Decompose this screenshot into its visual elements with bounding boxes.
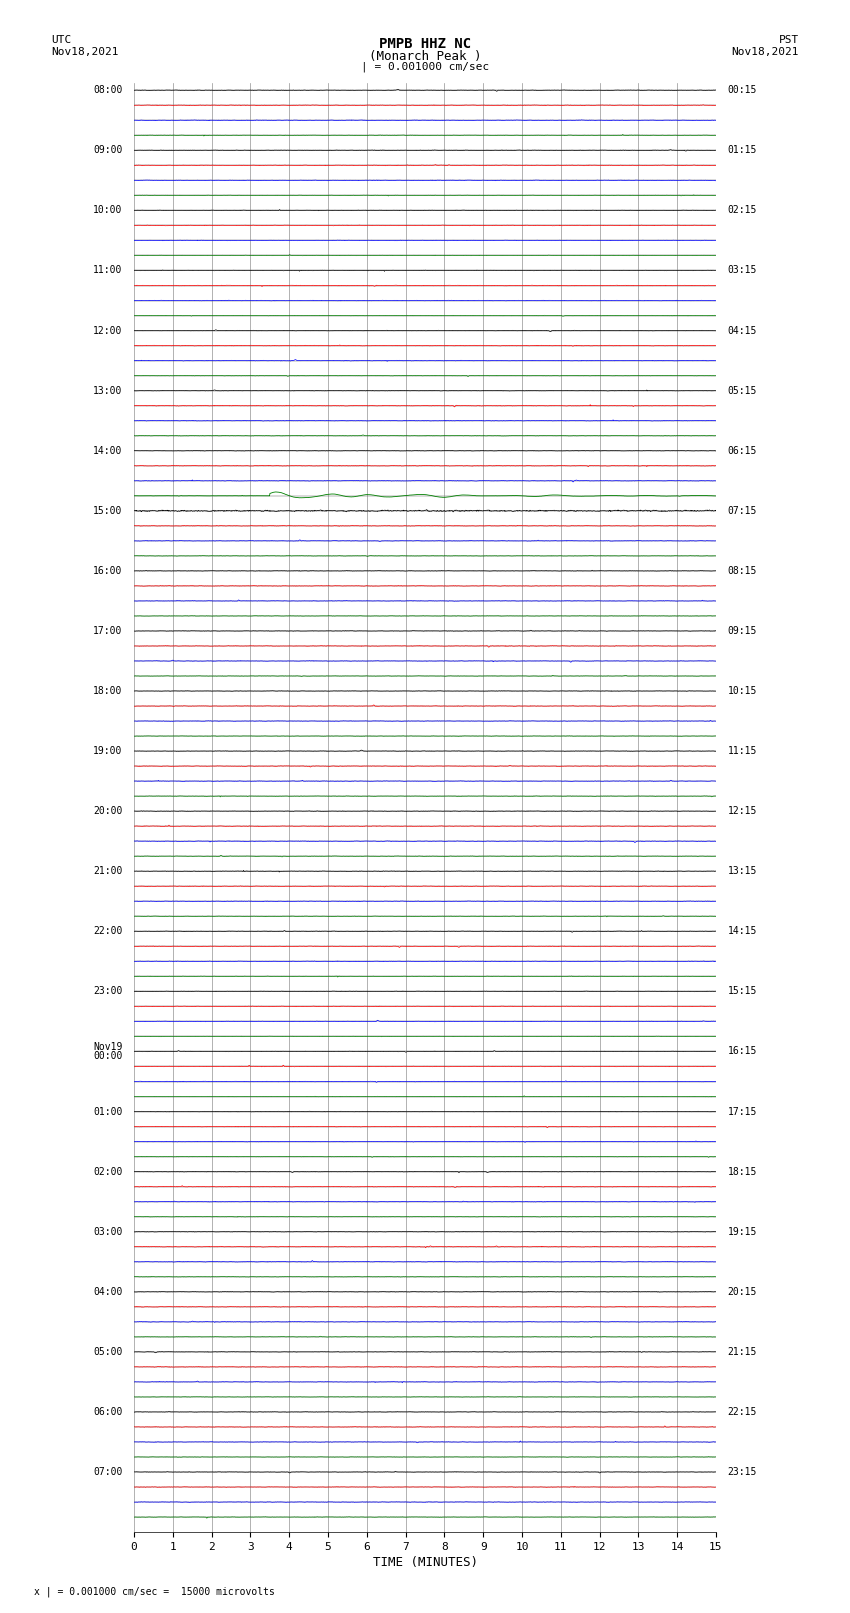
Text: 05:00: 05:00 (93, 1347, 122, 1357)
Text: 00:15: 00:15 (728, 85, 757, 95)
Text: 07:00: 07:00 (93, 1466, 122, 1478)
Text: 02:00: 02:00 (93, 1166, 122, 1176)
Text: 04:00: 04:00 (93, 1287, 122, 1297)
Text: 14:00: 14:00 (93, 445, 122, 456)
Text: 16:00: 16:00 (93, 566, 122, 576)
Text: 08:15: 08:15 (728, 566, 757, 576)
Text: UTC: UTC (51, 35, 71, 45)
Text: 17:00: 17:00 (93, 626, 122, 636)
Text: 15:15: 15:15 (728, 987, 757, 997)
Text: 20:00: 20:00 (93, 806, 122, 816)
Text: PST: PST (779, 35, 799, 45)
Text: 00:00: 00:00 (93, 1052, 122, 1061)
Text: 12:00: 12:00 (93, 326, 122, 336)
Text: 08:00: 08:00 (93, 85, 122, 95)
Text: 03:15: 03:15 (728, 266, 757, 276)
Text: (Monarch Peak ): (Monarch Peak ) (369, 50, 481, 63)
Text: 18:00: 18:00 (93, 686, 122, 697)
Text: 06:15: 06:15 (728, 445, 757, 456)
Text: | = 0.001000 cm/sec: | = 0.001000 cm/sec (361, 61, 489, 73)
Text: 13:00: 13:00 (93, 386, 122, 395)
Text: 13:15: 13:15 (728, 866, 757, 876)
Text: 02:15: 02:15 (728, 205, 757, 216)
Text: PMPB HHZ NC: PMPB HHZ NC (379, 37, 471, 52)
Text: 09:00: 09:00 (93, 145, 122, 155)
Text: 22:00: 22:00 (93, 926, 122, 936)
Text: 15:00: 15:00 (93, 506, 122, 516)
Text: 06:00: 06:00 (93, 1407, 122, 1416)
Text: 23:15: 23:15 (728, 1466, 757, 1478)
Text: 01:15: 01:15 (728, 145, 757, 155)
Text: 17:15: 17:15 (728, 1107, 757, 1116)
Text: 11:00: 11:00 (93, 266, 122, 276)
Text: 19:15: 19:15 (728, 1227, 757, 1237)
Text: Nov19: Nov19 (93, 1042, 122, 1052)
Text: 18:15: 18:15 (728, 1166, 757, 1176)
Text: 05:15: 05:15 (728, 386, 757, 395)
Text: Nov18,2021: Nov18,2021 (732, 47, 799, 56)
Text: 22:15: 22:15 (728, 1407, 757, 1416)
Text: 21:00: 21:00 (93, 866, 122, 876)
Text: 03:00: 03:00 (93, 1227, 122, 1237)
Text: Nov18,2021: Nov18,2021 (51, 47, 118, 56)
Text: 11:15: 11:15 (728, 747, 757, 756)
X-axis label: TIME (MINUTES): TIME (MINUTES) (372, 1557, 478, 1569)
Text: 04:15: 04:15 (728, 326, 757, 336)
Text: 07:15: 07:15 (728, 506, 757, 516)
Text: 10:00: 10:00 (93, 205, 122, 216)
Text: 21:15: 21:15 (728, 1347, 757, 1357)
Text: x | = 0.001000 cm/sec =  15000 microvolts: x | = 0.001000 cm/sec = 15000 microvolts (34, 1586, 275, 1597)
Text: 19:00: 19:00 (93, 747, 122, 756)
Text: 09:15: 09:15 (728, 626, 757, 636)
Text: 01:00: 01:00 (93, 1107, 122, 1116)
Text: 20:15: 20:15 (728, 1287, 757, 1297)
Text: 12:15: 12:15 (728, 806, 757, 816)
Text: 16:15: 16:15 (728, 1047, 757, 1057)
Text: 23:00: 23:00 (93, 987, 122, 997)
Text: 14:15: 14:15 (728, 926, 757, 936)
Text: 10:15: 10:15 (728, 686, 757, 697)
